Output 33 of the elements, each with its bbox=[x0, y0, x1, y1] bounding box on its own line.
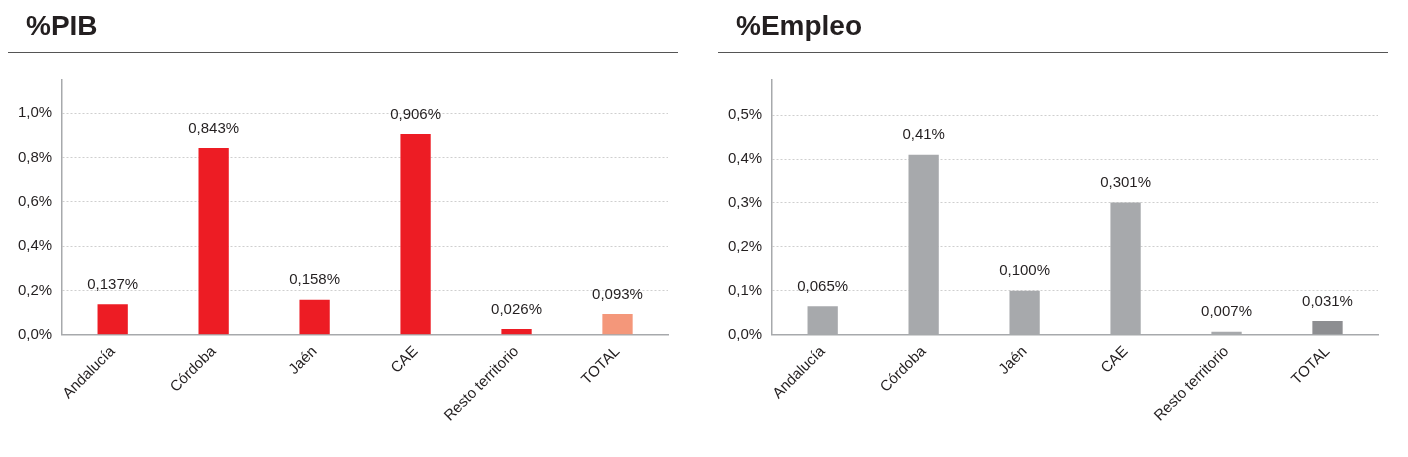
y-tick-label: 0,0% bbox=[17, 324, 53, 342]
y-tick-label: 0,4% bbox=[17, 236, 53, 254]
y-tick-label: 0,0% bbox=[727, 324, 763, 342]
data-label: 0,137% bbox=[87, 275, 139, 293]
bar bbox=[400, 134, 431, 335]
data-label: 0,41% bbox=[902, 125, 945, 143]
y-tick-label: 0,1% bbox=[727, 280, 763, 298]
data-label: 0,007% bbox=[1201, 302, 1252, 320]
data-label: 0,026% bbox=[491, 299, 542, 317]
bar bbox=[602, 314, 633, 335]
data-label: 0,065% bbox=[797, 276, 849, 294]
bar bbox=[1312, 321, 1343, 335]
data-label: 0,301% bbox=[1100, 173, 1152, 191]
data-label: 0,093% bbox=[592, 284, 643, 302]
bar bbox=[299, 299, 330, 335]
data-label: 0,031% bbox=[1302, 291, 1353, 309]
y-tick-label: 1,0% bbox=[17, 103, 53, 121]
data-label: 0,843% bbox=[188, 118, 240, 136]
data-label: 0,906% bbox=[390, 104, 442, 122]
y-tick-label: 0,8% bbox=[17, 147, 53, 165]
y-tick-label: 0,5% bbox=[727, 105, 763, 123]
data-label: 0,100% bbox=[999, 261, 1051, 279]
y-tick-label: 0,4% bbox=[727, 149, 763, 167]
bar bbox=[97, 304, 128, 335]
chart-title: %Empleo bbox=[718, 8, 1388, 53]
bar bbox=[198, 148, 229, 335]
bar bbox=[501, 328, 532, 335]
y-tick-label: 0,2% bbox=[17, 280, 53, 298]
y-tick-label: 0,6% bbox=[17, 191, 53, 209]
data-label: 0,158% bbox=[289, 270, 341, 288]
y-tick-label: 0,3% bbox=[727, 193, 763, 211]
y-tick-label: 0,2% bbox=[727, 237, 763, 255]
chart-title: %PIB bbox=[8, 8, 678, 53]
